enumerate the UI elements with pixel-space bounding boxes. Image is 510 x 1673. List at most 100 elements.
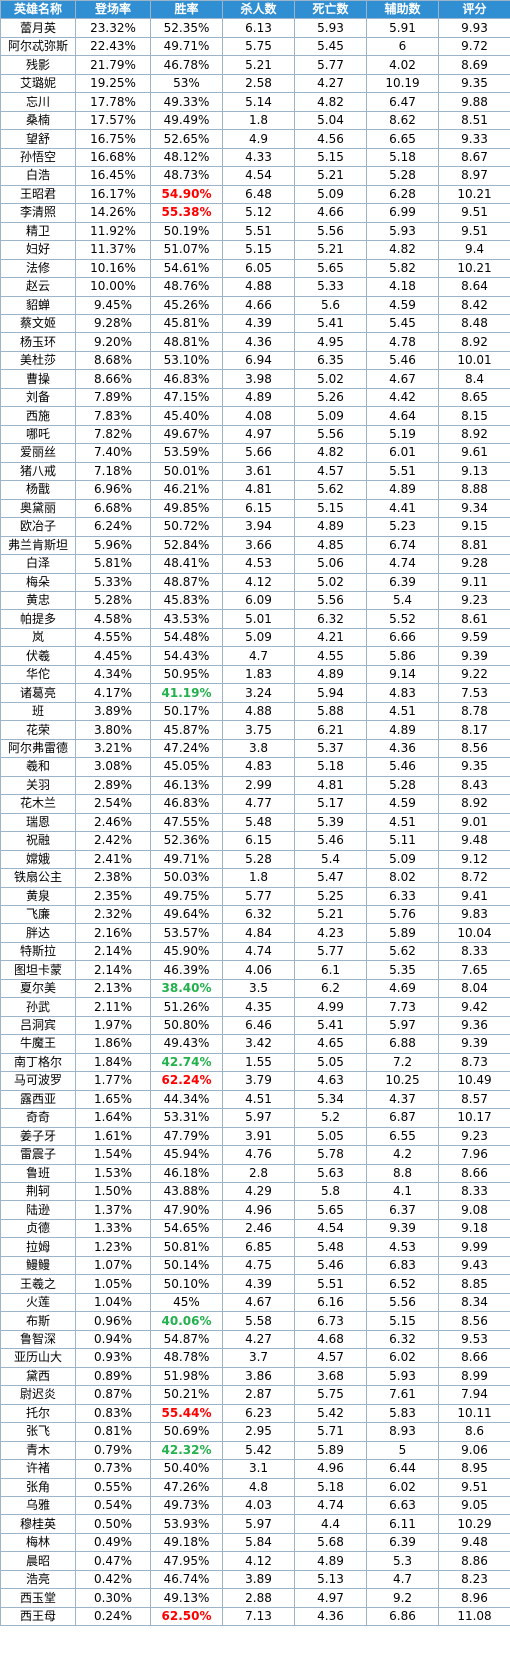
assists-cell: 10.19 <box>366 73 439 94</box>
table-row: 祝融 2.42% 52.36% 6.15 5.46 5.11 9.48 <box>0 831 510 851</box>
deaths-cell: 5.09 <box>294 184 367 205</box>
kills-cell: 2.88 <box>222 1588 295 1608</box>
deaths-cell: 5.63 <box>294 1163 367 1184</box>
deaths-cell: 4.4 <box>294 1514 367 1534</box>
score-cell: 8.92 <box>438 794 510 814</box>
appearance-rate-cell: 16.45% <box>75 166 151 186</box>
deaths-cell: 5.41 <box>294 313 367 334</box>
deaths-cell: 4.23 <box>294 923 367 943</box>
win-rate-cell: 46.18% <box>150 1163 223 1184</box>
score-cell: 7.94 <box>438 1385 510 1405</box>
hero-name-cell: 火莲 <box>0 1292 76 1313</box>
kills-cell: 4.74 <box>222 941 295 962</box>
kills-cell: 4.89 <box>222 387 295 408</box>
score-cell: 8.61 <box>438 609 510 629</box>
kills-cell: 3.91 <box>222 1126 295 1147</box>
kills-cell: 4.81 <box>222 480 295 500</box>
score-cell: 9.4 <box>438 240 510 260</box>
deaths-cell: 5.21 <box>294 904 367 925</box>
deaths-cell: 4.66 <box>294 203 367 223</box>
hero-name-cell: 杨戬 <box>0 480 76 500</box>
hero-name-cell: 托尔 <box>0 1403 76 1424</box>
assists-cell: 5.56 <box>366 1292 439 1313</box>
appearance-rate-cell: 2.46% <box>75 812 151 833</box>
header-appearance-rate[interactable]: 登场率 <box>75 0 151 20</box>
hero-name-cell: 青木 <box>0 1440 76 1461</box>
table-row: 铁扇公主 2.38% 50.03% 1.8 5.47 8.02 8.72 <box>0 868 510 888</box>
table-row: 王羲之 1.05% 50.10% 4.39 5.51 6.52 8.85 <box>0 1274 510 1294</box>
win-rate-cell: 55.38% <box>150 203 223 223</box>
assists-cell: 4.51 <box>366 701 439 722</box>
kills-cell: 4.88 <box>222 701 295 722</box>
hero-name-cell: 曹操 <box>0 369 76 389</box>
table-row: 露西亚 1.65% 44.34% 4.51 5.34 4.37 8.57 <box>0 1089 510 1110</box>
assists-cell: 5.23 <box>366 517 439 537</box>
assists-cell: 4.78 <box>366 332 439 352</box>
hero-name-cell: 法修 <box>0 258 76 279</box>
deaths-cell: 5.05 <box>294 1126 367 1147</box>
score-cell: 10.49 <box>438 1071 510 1091</box>
appearance-rate-cell: 1.05% <box>75 1274 151 1294</box>
score-cell: 9.83 <box>438 904 510 925</box>
kills-cell: 3.5 <box>222 978 295 999</box>
assists-cell: 4.83 <box>366 683 439 703</box>
table-row: 马可波罗 1.77% 62.24% 3.79 4.63 10.25 10.49 <box>0 1071 510 1091</box>
deaths-cell: 5.89 <box>294 1440 367 1461</box>
hero-name-cell: 荆轲 <box>0 1181 76 1202</box>
kills-cell: 1.8 <box>222 868 295 888</box>
hero-name-cell: 忘川 <box>0 92 76 112</box>
header-assists[interactable]: 辅助数 <box>366 0 439 20</box>
header-hero-name[interactable]: 英雄名称 <box>0 0 76 20</box>
kills-cell: 4.35 <box>222 997 295 1017</box>
table-row: 弗兰肯斯坦 5.96% 52.84% 3.66 4.85 6.74 8.81 <box>0 535 510 556</box>
appearance-rate-cell: 0.94% <box>75 1329 151 1350</box>
table-row: 华佗 4.34% 50.95% 1.83 4.89 9.14 9.22 <box>0 664 510 685</box>
header-score[interactable]: 评分 <box>438 0 510 20</box>
assists-cell: 5.46 <box>366 757 439 777</box>
deaths-cell: 5.18 <box>294 1477 367 1497</box>
header-deaths[interactable]: 死亡数 <box>294 0 367 20</box>
score-cell: 9.13 <box>438 461 510 482</box>
table-row: 鲁班 1.53% 46.18% 2.8 5.63 8.8 8.66 <box>0 1163 510 1184</box>
hero-name-cell: 浩亮 <box>0 1569 76 1590</box>
header-kills[interactable]: 杀人数 <box>222 0 295 20</box>
table-row: 奇奇 1.64% 53.31% 5.97 5.2 6.87 10.17 <box>0 1108 510 1128</box>
deaths-cell: 5.77 <box>294 941 367 962</box>
hero-name-cell: 蕾月英 <box>0 18 76 38</box>
assists-cell: 4.64 <box>366 406 439 426</box>
score-cell: 8.67 <box>438 147 510 168</box>
appearance-rate-cell: 0.89% <box>75 1366 151 1387</box>
appearance-rate-cell: 9.45% <box>75 295 151 315</box>
deaths-cell: 5.37 <box>294 738 367 759</box>
assists-cell: 4.69 <box>366 978 439 999</box>
kills-cell: 4.84 <box>222 923 295 943</box>
assists-cell: 4.53 <box>366 1237 439 1257</box>
deaths-cell: 5.75 <box>294 1385 367 1405</box>
win-rate-cell: 45.83% <box>150 590 223 611</box>
table-row: 乌雅 0.54% 49.73% 4.03 4.74 6.63 9.05 <box>0 1495 510 1516</box>
deaths-cell: 4.21 <box>294 627 367 648</box>
appearance-rate-cell: 0.73% <box>75 1459 151 1479</box>
hero-name-cell: 胖达 <box>0 923 76 943</box>
header-win-rate[interactable]: 胜率 <box>150 0 223 20</box>
score-cell: 8.92 <box>438 424 510 445</box>
assists-cell: 6.37 <box>366 1200 439 1220</box>
kills-cell: 1.8 <box>222 110 295 131</box>
win-rate-cell: 49.43% <box>150 1034 223 1054</box>
score-cell: 10.01 <box>438 350 510 371</box>
score-cell: 8.88 <box>438 480 510 500</box>
deaths-cell: 5.39 <box>294 812 367 833</box>
score-cell: 8.85 <box>438 1274 510 1294</box>
kills-cell: 3.7 <box>222 1348 295 1368</box>
deaths-cell: 5.15 <box>294 147 367 168</box>
table-row: 黄泉 2.35% 49.75% 5.77 5.25 6.33 9.41 <box>0 886 510 906</box>
hero-name-cell: 夏尔美 <box>0 978 76 999</box>
table-row: 布斯 0.96% 40.06% 5.58 6.73 5.15 8.56 <box>0 1311 510 1331</box>
kills-cell: 5.12 <box>222 203 295 223</box>
deaths-cell: 4.57 <box>294 461 367 482</box>
table-row: 飞廉 2.32% 49.64% 6.32 5.21 5.76 9.83 <box>0 904 510 925</box>
win-rate-cell: 48.87% <box>150 572 223 593</box>
appearance-rate-cell: 2.41% <box>75 849 151 870</box>
appearance-rate-cell: 1.04% <box>75 1292 151 1313</box>
hero-name-cell: 王羲之 <box>0 1274 76 1294</box>
